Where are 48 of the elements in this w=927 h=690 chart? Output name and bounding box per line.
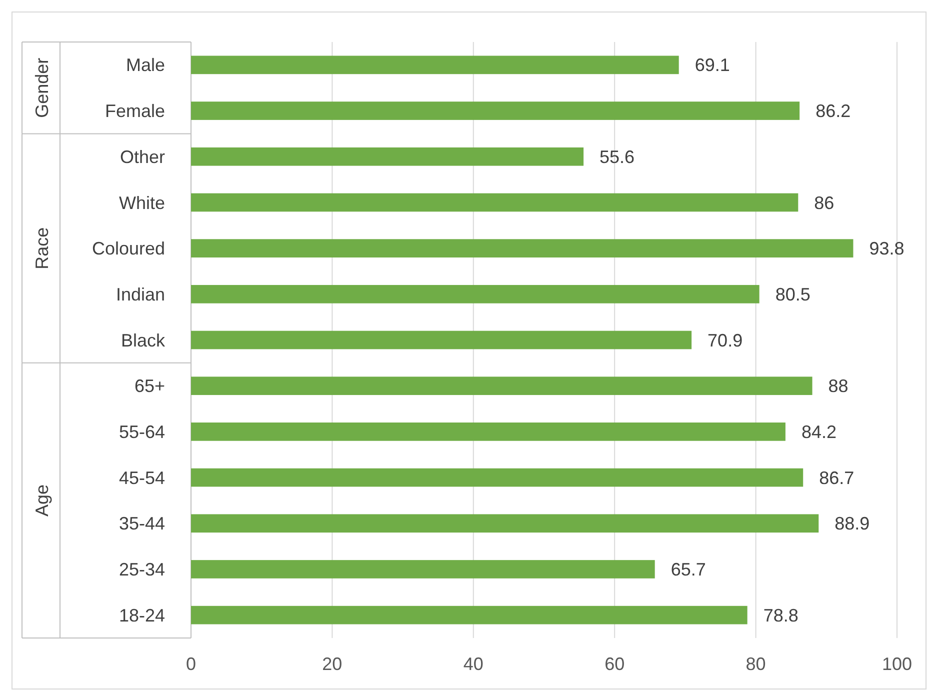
data-label: 65.7 xyxy=(670,560,706,580)
x-tick-label: 20 xyxy=(322,654,342,674)
bar xyxy=(191,606,748,624)
data-label: 70.9 xyxy=(708,330,743,350)
bar xyxy=(191,468,804,487)
bar xyxy=(191,284,760,304)
data-label: 88 xyxy=(828,376,848,396)
y-tick-label: Indian xyxy=(116,284,165,304)
x-tick-label: 80 xyxy=(746,654,766,674)
data-label: 55.6 xyxy=(600,146,635,167)
bar xyxy=(191,514,819,533)
data-label: 86.2 xyxy=(816,101,851,122)
y-tick-label: Coloured xyxy=(92,238,165,259)
bar xyxy=(191,376,812,396)
bar xyxy=(191,102,800,120)
text: Gender xyxy=(32,58,52,118)
y-tick-label: 45-54 xyxy=(118,468,165,488)
y-tick-label: Black xyxy=(120,330,166,350)
x-tick-label: 0 xyxy=(186,654,196,674)
y-tick-label: 65+ xyxy=(134,376,165,396)
y-tick-label: 25-34 xyxy=(118,560,165,580)
bar xyxy=(191,330,692,350)
x-tick-label: 100 xyxy=(882,654,912,674)
bar xyxy=(191,147,584,166)
text: Age xyxy=(32,484,52,516)
data-label: 80.5 xyxy=(775,284,810,304)
data-label: 86 xyxy=(814,192,834,213)
text: Race xyxy=(32,227,52,270)
bar xyxy=(191,560,655,578)
bar xyxy=(191,239,854,258)
data-label: 88.9 xyxy=(834,514,870,534)
y-tick-label: 55-64 xyxy=(118,422,165,442)
x-tick-label: 60 xyxy=(604,654,625,674)
y-tick-label: 35-44 xyxy=(118,514,165,534)
y-tick-label: Female xyxy=(104,101,165,122)
y-tick-label: Male xyxy=(126,55,165,76)
x-tick-label: 40 xyxy=(463,654,484,674)
data-label: 69.1 xyxy=(694,55,730,76)
bar xyxy=(191,56,679,74)
data-label: 93.8 xyxy=(869,238,904,259)
y-tick-label: 18-24 xyxy=(118,605,165,626)
data-label: 84.2 xyxy=(801,422,836,442)
y-tick-label: White xyxy=(118,192,165,213)
y-tick-label: Other xyxy=(120,146,165,167)
bar xyxy=(191,422,786,441)
bar xyxy=(191,193,798,212)
data-label: 86.7 xyxy=(819,468,854,488)
data-label: 78.8 xyxy=(763,605,798,626)
